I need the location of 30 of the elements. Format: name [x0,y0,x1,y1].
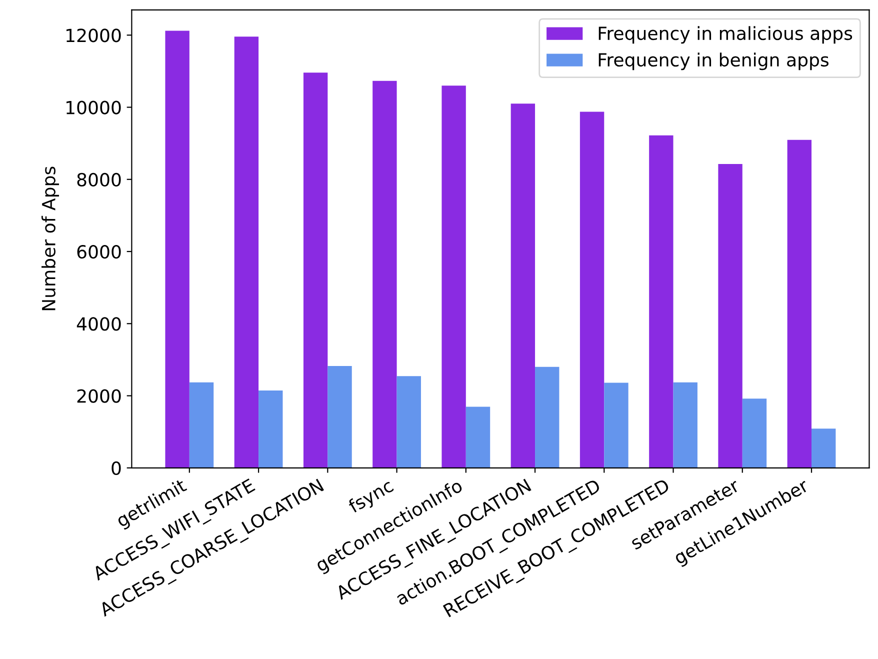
bar [673,382,698,468]
bar [718,164,742,468]
y-tick-label: 0 [112,461,121,476]
bar [189,382,214,468]
bar [742,398,767,468]
y-axis-title: Number of Apps [42,166,59,310]
bar [258,390,283,468]
legend-label: Frequency in benign apps [598,52,828,70]
bar [787,140,812,468]
bar [372,80,397,468]
y-tick-label: 4000 [76,317,121,331]
bar [442,86,466,468]
bar [649,135,674,468]
y-tick-label: 2000 [77,389,121,403]
y-tick-label: 10000 [66,100,121,114]
bar [303,72,328,468]
bar [604,382,628,468]
bar [466,406,490,468]
bar [396,376,421,468]
legend-label: Frequency in malicious apps [598,26,852,44]
y-tick-label: 6000 [77,244,121,259]
bar [580,112,604,468]
bar [812,428,836,468]
y-tick-label: 8000 [77,172,121,186]
bar [234,36,259,468]
bar [510,104,536,468]
bar [165,30,190,468]
y-tick-label: 12000 [66,28,121,42]
bar [535,366,560,468]
bar [328,366,352,468]
